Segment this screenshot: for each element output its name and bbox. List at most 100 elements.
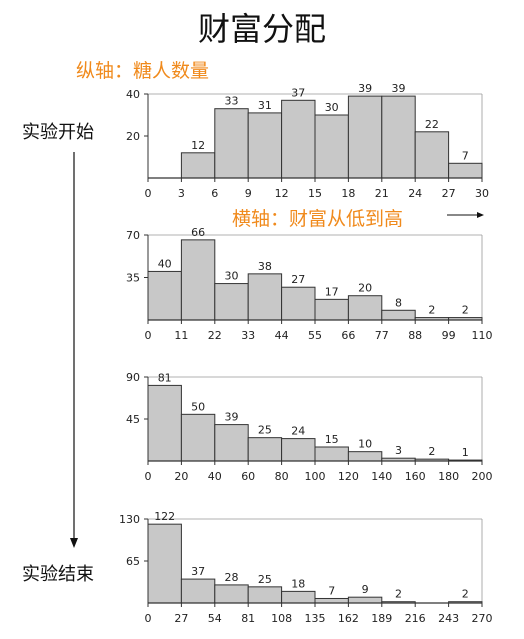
bar-data-label: 3: [395, 444, 402, 457]
x-tick-label: 99: [442, 329, 456, 342]
x-tick-label: 24: [408, 187, 422, 200]
x-tick-label: 11: [174, 329, 188, 342]
bar-data-label: 17: [325, 285, 339, 298]
bar: [314, 446, 349, 462]
y-tick-label: 35: [126, 272, 140, 285]
x-direction-arrow-head: [477, 212, 484, 218]
bar-data-label: 9: [362, 583, 369, 596]
bar-data-label: 2: [462, 304, 469, 317]
bar: [347, 295, 383, 321]
bar-data-label: 40: [158, 257, 172, 270]
bar-data-label: 22: [425, 118, 439, 131]
bar: [214, 584, 249, 604]
x-tick-label: 243: [438, 612, 459, 625]
bar: [281, 438, 316, 462]
bar-data-label: 2: [462, 588, 469, 601]
bar: [314, 298, 349, 321]
x-tick-label: 100: [305, 470, 326, 483]
bar: [247, 273, 283, 321]
bar-data-label: 2: [428, 304, 435, 317]
bar-data-label: 1: [462, 446, 469, 459]
bar-data-label: 25: [258, 424, 272, 437]
bar: [414, 131, 450, 179]
x-tick-label: 22: [208, 329, 222, 342]
y-tick-label: 45: [126, 413, 140, 426]
bar: [147, 523, 182, 604]
bar-data-label: 50: [191, 400, 205, 413]
bar-data-label: 12: [191, 139, 205, 152]
x-tick-label: 200: [472, 470, 493, 483]
x-tick-label: 110: [472, 329, 493, 342]
y-tick-label: 130: [119, 513, 140, 526]
x-tick-label: 27: [174, 612, 188, 625]
bar: [314, 114, 349, 179]
bar: [214, 108, 249, 179]
bar-data-label: 18: [291, 577, 305, 590]
x-tick-label: 55: [308, 329, 322, 342]
bar-data-label: 66: [191, 226, 205, 239]
bar-data-label: 39: [392, 82, 406, 95]
bar: [314, 597, 349, 604]
x-tick-label: 12: [275, 187, 289, 200]
bar-data-label: 37: [191, 565, 205, 578]
x-tick-label: 180: [438, 470, 459, 483]
x-tick-label: 88: [408, 329, 422, 342]
bar-data-label: 28: [225, 571, 239, 584]
page-title: 财富分配: [197, 10, 326, 48]
x-tick-label: 135: [305, 612, 326, 625]
bar: [180, 578, 216, 604]
x-tick-label: 162: [338, 612, 359, 625]
bar: [147, 270, 182, 321]
x-tick-label: 3: [178, 187, 185, 200]
bar-data-label: 2: [428, 445, 435, 458]
x-tick-label: 120: [338, 470, 359, 483]
bar: [347, 95, 383, 179]
histogram-panel-4: 122 37 28 25 18 7 9 2 2 0 27 54 81 108 135 162 189 216 243…: [119, 510, 493, 625]
x-tick-label: 160: [405, 470, 426, 483]
bar-data-label: 20: [358, 282, 372, 295]
y-tick-label: 65: [126, 555, 140, 568]
bar-data-label: 39: [358, 82, 372, 95]
y-axis-note: 纵轴：糖人数量: [76, 60, 210, 82]
bar: [180, 152, 216, 179]
time-arrow-head: [70, 538, 78, 548]
x-tick-label: 0: [145, 470, 152, 483]
bar-data-label: 81: [158, 371, 172, 384]
x-tick-label: 40: [208, 470, 222, 483]
bar: [214, 283, 249, 321]
bar-data-label: 24: [291, 425, 305, 438]
x-tick-label: 108: [271, 612, 292, 625]
bar: [180, 239, 216, 321]
x-tick-label: 27: [442, 187, 456, 200]
x-tick-label: 18: [341, 187, 355, 200]
x-tick-label: 189: [371, 612, 392, 625]
x-axis-note: 横轴：财富从低到高: [232, 208, 404, 230]
x-tick-label: 140: [371, 470, 392, 483]
bar: [381, 95, 416, 179]
x-tick-label: 66: [341, 329, 355, 342]
y-tick-label: 20: [126, 130, 140, 143]
x-tick-label: 20: [174, 470, 188, 483]
y-tick-label: 40: [126, 88, 140, 101]
bar: [347, 451, 383, 462]
bar: [180, 413, 216, 462]
bar-data-label: 10: [358, 438, 372, 451]
x-tick-label: 33: [241, 329, 255, 342]
x-tick-label: 15: [308, 187, 322, 200]
bar: [381, 309, 416, 321]
histogram-panel-1: 12 33 31 37 30 39 39 22 7 0 3 6 9 12 15 18 21 24 27 30 20 40: [126, 82, 489, 200]
bar: [147, 384, 182, 462]
bar: [281, 286, 316, 321]
bar: [281, 99, 316, 179]
x-tick-label: 6: [211, 187, 218, 200]
bar-data-label: 15: [325, 433, 339, 446]
bar: [247, 437, 283, 462]
x-tick-label: 270: [472, 612, 493, 625]
bar: [247, 586, 283, 604]
x-tick-label: 77: [375, 329, 389, 342]
bar-data-label: 33: [225, 95, 239, 108]
x-tick-label: 80: [275, 470, 289, 483]
bar-data-label: 30: [225, 270, 239, 283]
